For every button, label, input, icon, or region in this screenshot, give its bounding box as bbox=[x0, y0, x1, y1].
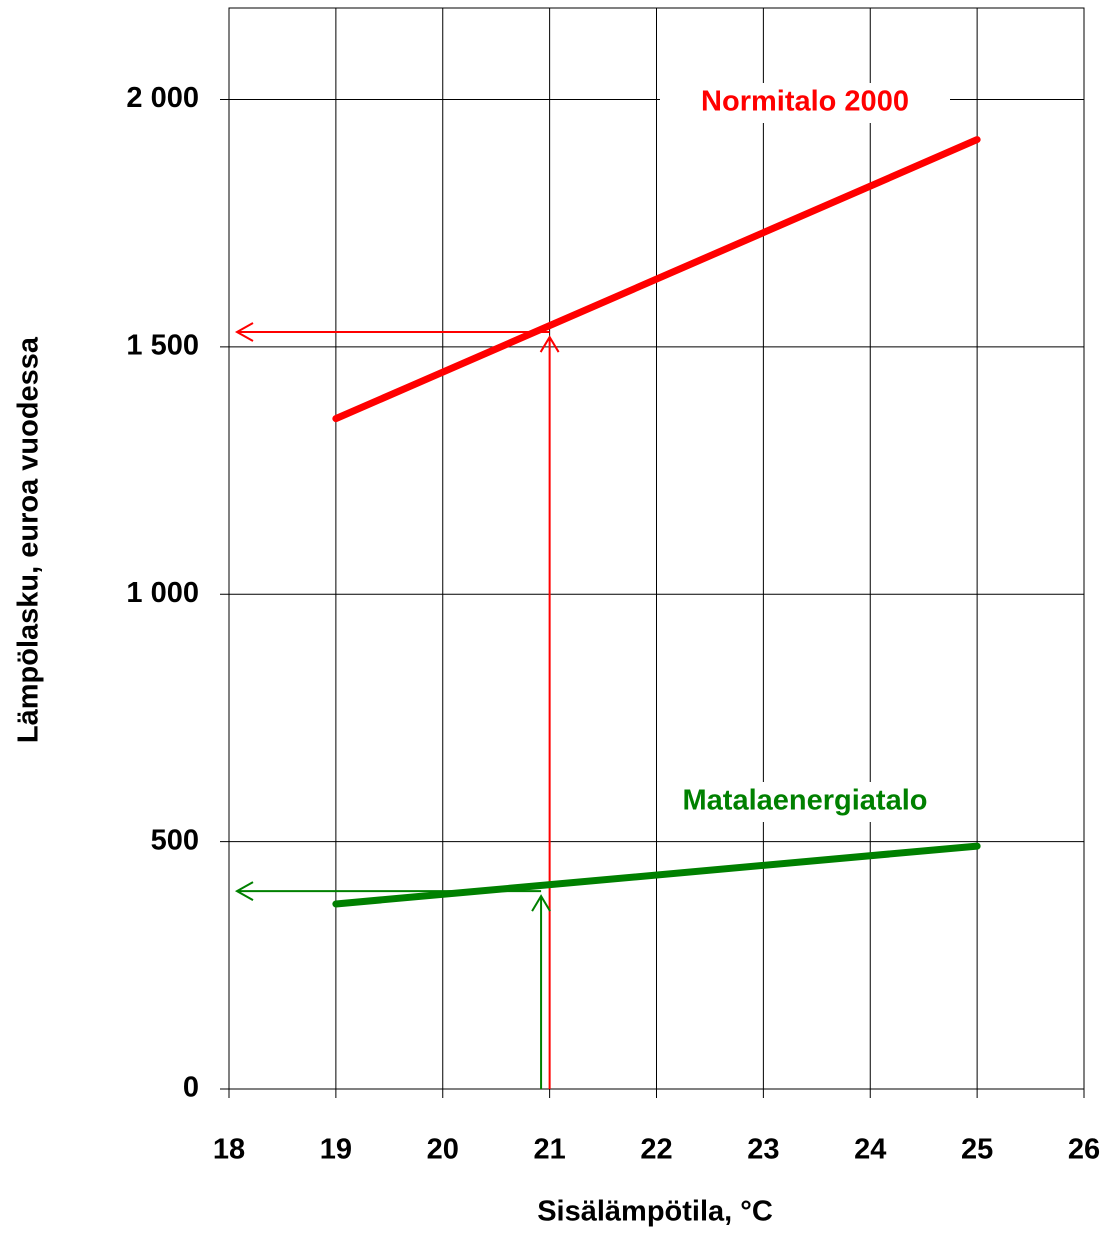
x-tick-label: 19 bbox=[320, 1134, 352, 1166]
x-axis-label: Sisälämpötila, °C bbox=[537, 1196, 773, 1228]
series-line bbox=[332, 842, 981, 908]
series-line bbox=[332, 136, 981, 423]
x-tick-label: 25 bbox=[961, 1134, 993, 1166]
y-tick-label: 1 000 bbox=[126, 577, 199, 609]
y-tick-label: 500 bbox=[151, 824, 199, 856]
label-background bbox=[660, 83, 950, 123]
x-tick-label: 21 bbox=[533, 1134, 565, 1166]
y-tick-label: 1 500 bbox=[126, 330, 199, 362]
series-label: Normitalo 2000 bbox=[701, 86, 909, 118]
x-tick-label: 24 bbox=[854, 1134, 886, 1166]
series-label: Matalaenergiatalo bbox=[683, 785, 928, 817]
x-tick-label: 22 bbox=[640, 1134, 672, 1166]
x-tick-label: 18 bbox=[213, 1134, 245, 1166]
guide-arrow bbox=[234, 322, 560, 1089]
guide-arrow bbox=[234, 881, 551, 1089]
y-axis-label: Lämpölasku, euroa vuodessa bbox=[13, 336, 45, 743]
x-tick-label: 20 bbox=[427, 1134, 459, 1166]
y-tick-label: 0 bbox=[183, 1072, 199, 1104]
label-background bbox=[660, 782, 950, 822]
x-tick-label: 26 bbox=[1068, 1134, 1100, 1166]
y-tick-label: 2 000 bbox=[126, 82, 199, 114]
x-tick-label: 23 bbox=[747, 1134, 779, 1166]
